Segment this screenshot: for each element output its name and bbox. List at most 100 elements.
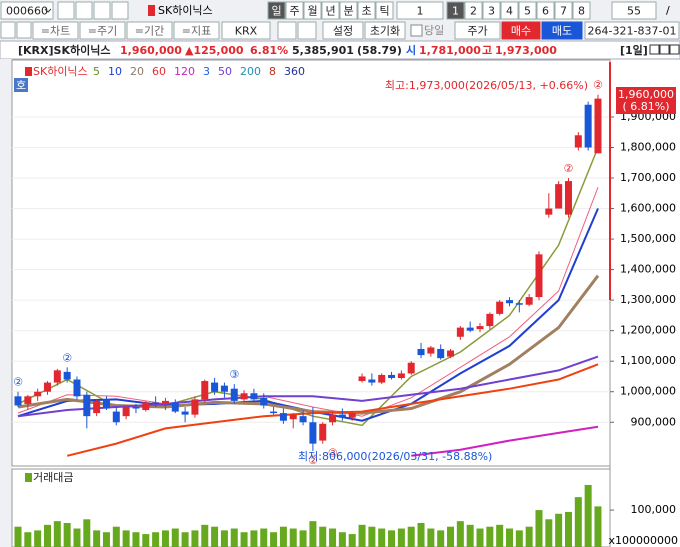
menu-tab-label: =주기 (88, 25, 117, 38)
volume-bar (319, 526, 327, 547)
info-period: [1일] (620, 43, 648, 57)
icon-button[interactable] (75, 1, 93, 20)
candle-body (525, 297, 533, 305)
volume-unit: x100000000 (609, 534, 679, 547)
info-rate: 6.81% (250, 44, 288, 57)
y-tick-label: 1,400,000 (620, 263, 676, 276)
candle-body (466, 327, 474, 331)
volume-bar (122, 530, 130, 547)
count-input[interactable] (611, 1, 657, 20)
candle-body (476, 326, 484, 330)
account-select[interactable] (584, 21, 680, 40)
legend-entry: 60 (152, 65, 166, 78)
code-input[interactable] (0, 1, 54, 20)
signal-label: ② (62, 351, 72, 364)
checkbox[interactable] (410, 24, 423, 37)
candle-body (230, 388, 238, 401)
buy-button-label: 매수 (511, 25, 531, 38)
volume-bar (594, 506, 602, 547)
candle-body (43, 382, 51, 392)
slot-button-label: 7 (560, 5, 567, 18)
y-tick-label: 1,600,000 (620, 202, 676, 215)
period-button-label: 일 (271, 4, 281, 18)
period-button[interactable] (285, 1, 304, 20)
volume-title: 거래대금 (33, 471, 73, 484)
candle-body (152, 402, 160, 404)
volume-bar (476, 528, 484, 547)
candle-body (161, 400, 169, 404)
volume-bar (201, 524, 209, 547)
icon-button[interactable] (297, 21, 317, 40)
volume-bar (397, 528, 405, 547)
slot-button[interactable] (464, 1, 483, 20)
candle-body (250, 393, 258, 400)
layout-icon[interactable] (0, 21, 16, 39)
current-price-box (616, 87, 676, 114)
slot-button[interactable] (482, 1, 501, 20)
icon-button[interactable] (277, 21, 297, 40)
market-select[interactable] (221, 21, 271, 40)
y-tick-label: 1,300,000 (620, 293, 676, 306)
candle-body (329, 414, 337, 423)
candle-body (338, 414, 346, 418)
volume-bar (260, 528, 268, 547)
volume-bar (555, 513, 563, 547)
menu-tab[interactable] (79, 21, 126, 40)
layout-icon[interactable] (16, 21, 32, 39)
volume-bar (515, 530, 523, 547)
volume-bar (161, 530, 169, 547)
legend-entry: 20 (130, 65, 144, 78)
legend-entry: 120 (174, 65, 195, 78)
window-button[interactable] (649, 44, 660, 55)
slot-button[interactable] (572, 1, 591, 20)
slot-button[interactable] (500, 1, 519, 20)
setting-button[interactable] (322, 21, 364, 40)
setting-button[interactable] (364, 21, 406, 40)
price-button[interactable] (454, 21, 501, 40)
sell-button[interactable] (541, 21, 583, 40)
menu-tab-label: =지표 (182, 25, 211, 38)
period-count[interactable] (396, 1, 444, 20)
signal-label: ② (13, 376, 23, 389)
dropdown-arrow (44, 8, 52, 13)
slot-button[interactable] (536, 1, 555, 20)
slot-button-label: 8 (578, 5, 585, 18)
candle-body (211, 382, 219, 392)
volume-bar (368, 526, 376, 547)
period-button[interactable] (375, 1, 394, 20)
slot-button[interactable] (446, 1, 465, 20)
icon-button[interactable] (93, 1, 111, 20)
legend-entry: 3 (203, 65, 210, 78)
slot-button[interactable] (554, 1, 573, 20)
window-button[interactable] (659, 44, 670, 55)
icon-button[interactable] (57, 1, 75, 20)
period-button[interactable] (303, 1, 322, 20)
volume-bar (417, 522, 425, 547)
signal-label: ② (593, 79, 603, 92)
volume-bar (112, 526, 120, 547)
menu-tab[interactable] (173, 21, 220, 40)
info-volume: 5,385,901 (292, 44, 354, 57)
menu-tab[interactable] (126, 21, 173, 40)
period-button[interactable] (339, 1, 358, 20)
legend-swatch (25, 67, 32, 76)
volume-bar (132, 532, 140, 547)
slot-button[interactable] (518, 1, 537, 20)
menu-tab-label: =기간 (135, 25, 164, 38)
candle-body (73, 379, 81, 397)
window-button[interactable] (669, 44, 680, 55)
menu-tab[interactable] (32, 21, 79, 40)
period-button[interactable] (321, 1, 340, 20)
period-button[interactable] (267, 1, 286, 20)
volume-bar (456, 521, 464, 547)
volume-bar (250, 530, 258, 547)
stock-mark (148, 5, 155, 16)
legend-entry: 8 (269, 65, 276, 78)
side-label: 호 (16, 79, 26, 92)
side-label-box (14, 78, 28, 92)
y-tick-label: 1,800,000 (620, 140, 676, 153)
period-button[interactable] (357, 1, 376, 20)
info-open-label: 시 (406, 44, 416, 57)
icon-button[interactable] (111, 1, 129, 20)
buy-button[interactable] (501, 21, 541, 40)
